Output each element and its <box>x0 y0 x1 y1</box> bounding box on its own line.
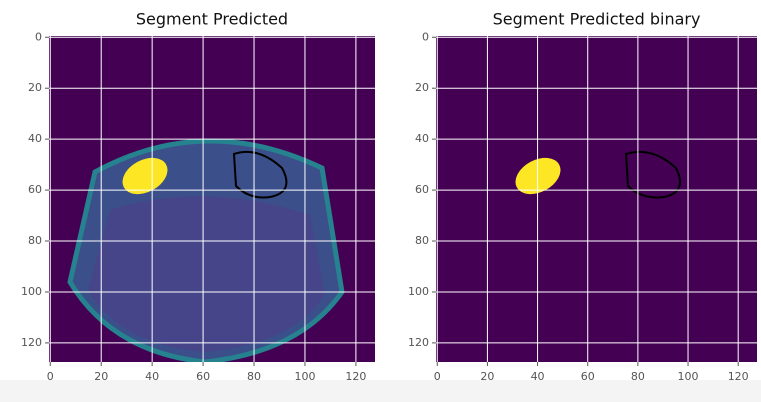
y-tick-label: 120 <box>408 336 429 349</box>
right-image <box>436 36 757 362</box>
x-tick-label: 100 <box>678 370 699 383</box>
left-image <box>49 36 375 362</box>
x-tick-label: 40 <box>145 370 159 383</box>
y-tick-label: 0 <box>35 30 42 43</box>
y-tick-label: 0 <box>422 30 429 43</box>
x-tick-label: 40 <box>531 370 545 383</box>
y-tick-label: 80 <box>28 234 42 247</box>
x-tick-label: 0 <box>434 370 441 383</box>
y-tick-label: 40 <box>415 132 429 145</box>
y-tick-label: 20 <box>415 81 429 94</box>
x-tick-label: 0 <box>47 370 54 383</box>
chart-title: Segment Predicted <box>136 10 288 29</box>
y-tick-label: 100 <box>408 285 429 298</box>
y-tick-label: 60 <box>28 183 42 196</box>
y-tick-label: 60 <box>415 183 429 196</box>
x-tick-label: 80 <box>247 370 261 383</box>
chart-title: Segment Predicted binary <box>493 10 701 29</box>
figure: Segment Predicted 0 20 40 60 80 100 120 0 20 40 60 8… <box>0 0 761 402</box>
x-tick-label: 120 <box>728 370 749 383</box>
x-tick-label: 20 <box>480 370 494 383</box>
x-tick-label: 60 <box>196 370 210 383</box>
y-tick-label: 120 <box>21 336 42 349</box>
y-tick-label: 100 <box>21 285 42 298</box>
x-tick-label: 100 <box>294 370 315 383</box>
x-tick-label: 20 <box>94 370 108 383</box>
y-tick-label: 80 <box>415 234 429 247</box>
x-tick-label: 60 <box>581 370 595 383</box>
footer-band <box>0 380 761 402</box>
x-tick-label: 120 <box>345 370 366 383</box>
x-tick-label: 80 <box>631 370 645 383</box>
y-tick-label: 40 <box>28 132 42 145</box>
y-tick-label: 20 <box>28 81 42 94</box>
